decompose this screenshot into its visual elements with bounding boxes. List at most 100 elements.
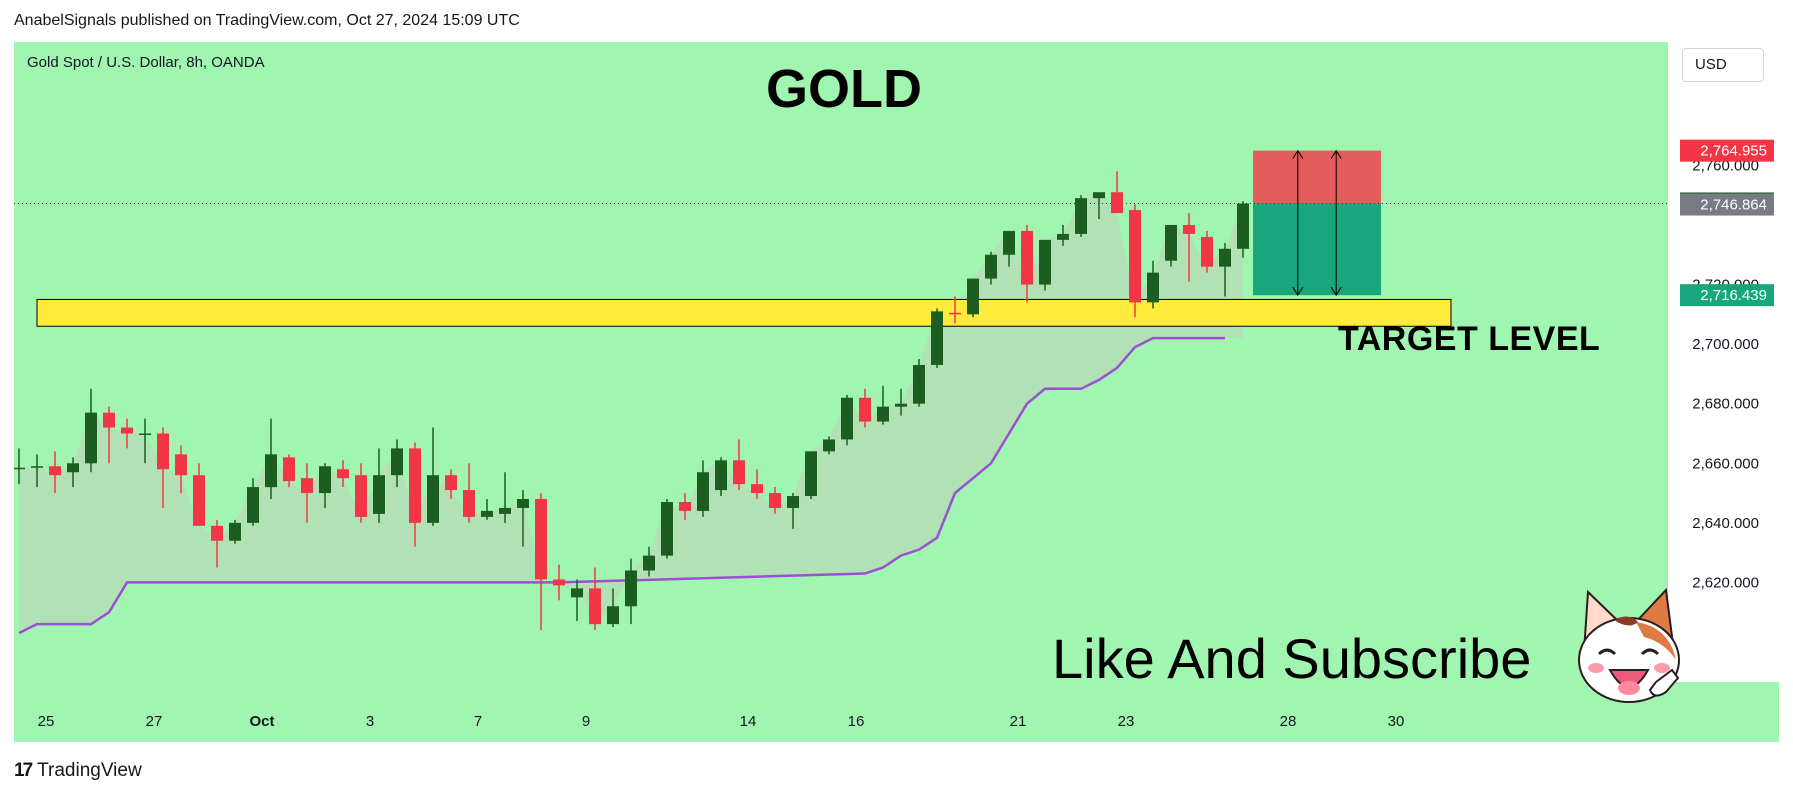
candle-body[interactable] <box>211 525 223 541</box>
candle-body[interactable] <box>859 397 871 422</box>
candle-body[interactable] <box>535 499 547 580</box>
candle-body[interactable] <box>1219 248 1231 267</box>
currency-button[interactable]: USD <box>1682 48 1764 82</box>
price-label: 2,746.864 <box>1700 197 1767 214</box>
candle-body[interactable] <box>301 478 313 494</box>
candle-body[interactable] <box>463 490 475 517</box>
candles-layer[interactable] <box>14 171 1249 631</box>
candle-body[interactable] <box>121 427 133 434</box>
x-tick-label: 9 <box>582 713 590 730</box>
candle-body[interactable] <box>1183 224 1195 234</box>
trailing-stop-layer <box>18 336 1225 635</box>
target-level-annotation: TARGET LEVEL <box>1338 320 1601 358</box>
candle-body[interactable] <box>985 254 997 279</box>
candle-body[interactable] <box>1237 203 1249 249</box>
candle-body[interactable] <box>283 457 295 482</box>
position-arrow-head-down <box>1330 286 1342 297</box>
target-zone <box>36 298 1452 327</box>
x-tick-label: 3 <box>366 713 374 730</box>
candle-body[interactable] <box>967 278 979 315</box>
candle-body[interactable] <box>31 466 43 468</box>
candle-body[interactable] <box>14 467 25 470</box>
candle-body[interactable] <box>481 510 493 517</box>
candle-body[interactable] <box>247 487 259 523</box>
candle-body[interactable] <box>715 460 727 491</box>
candle-body[interactable] <box>319 466 331 494</box>
time-axis-background <box>14 682 1779 742</box>
candle-body[interactable] <box>175 454 187 476</box>
candle-body[interactable] <box>499 507 511 514</box>
candle-body[interactable] <box>589 588 601 625</box>
candle-body[interactable] <box>409 448 421 523</box>
candle-body[interactable] <box>769 493 781 508</box>
candle-body[interactable] <box>1201 236 1213 267</box>
candle-body[interactable] <box>265 454 277 488</box>
candle-body[interactable] <box>1003 230 1015 255</box>
candle-body[interactable] <box>1075 198 1087 234</box>
y-tick-label: 2,620.000 <box>1692 574 1759 591</box>
candle-body[interactable] <box>103 412 115 428</box>
candle-body[interactable] <box>895 403 907 407</box>
candle-body[interactable] <box>355 475 367 517</box>
candle-body[interactable] <box>427 475 439 523</box>
candle-body[interactable] <box>229 522 241 541</box>
cat-sticker-icon <box>1578 587 1680 703</box>
candle-body[interactable] <box>733 460 745 485</box>
price-label-bg <box>1680 284 1774 307</box>
candle-body[interactable] <box>607 606 619 625</box>
position-arrow-head-up <box>1330 149 1342 159</box>
candle-body[interactable] <box>877 406 889 422</box>
candle-body[interactable] <box>337 469 349 479</box>
chart-panel[interactable]: 2,620.000 2,640.000 2,660.000 2,680.000 2,70… <box>14 42 1779 742</box>
candlestick-chart[interactable]: 2,620.000 2,640.000 2,660.000 2,680.000 2,70… <box>14 42 1779 742</box>
candle-body[interactable] <box>1039 239 1051 285</box>
candle-body[interactable] <box>553 579 565 586</box>
candle-body[interactable] <box>49 466 61 476</box>
candle-body[interactable] <box>373 475 385 514</box>
candle-body[interactable] <box>823 439 835 452</box>
candle-body[interactable] <box>157 433 169 470</box>
candle-body[interactable] <box>571 588 583 598</box>
y-tick-label: 2,660.000 <box>1692 455 1759 472</box>
candle-body[interactable] <box>1021 230 1033 285</box>
candle-body[interactable] <box>517 499 529 508</box>
candle-body[interactable] <box>787 496 799 508</box>
x-tick-label: 23 <box>1118 713 1135 730</box>
take-profit-box[interactable] <box>1253 203 1381 296</box>
candle-body[interactable] <box>1057 233 1069 240</box>
candle-body[interactable] <box>193 475 205 526</box>
price-label-bg <box>1680 139 1774 162</box>
candle-body[interactable] <box>697 472 709 511</box>
position-layer[interactable] <box>14 149 1668 297</box>
stop-loss-box[interactable] <box>1253 150 1381 204</box>
candle-body[interactable] <box>391 448 403 476</box>
candle-body[interactable] <box>139 433 151 435</box>
candle-body[interactable] <box>85 412 97 464</box>
candle-body[interactable] <box>931 311 943 365</box>
candle-body[interactable] <box>1147 272 1159 303</box>
candle-body[interactable] <box>913 364 925 404</box>
x-tick-label: 14 <box>740 713 757 730</box>
candle-body[interactable] <box>1093 192 1105 199</box>
candle-body[interactable] <box>679 502 691 511</box>
symbol-title: Gold Spot / U.S. Dollar, 8h, OANDA <box>27 54 265 71</box>
candle-body[interactable] <box>751 484 763 494</box>
x-tick-label: Oct <box>249 713 274 730</box>
candle-body[interactable] <box>1165 224 1177 261</box>
candle-body[interactable] <box>1111 192 1123 214</box>
candle-body[interactable] <box>643 555 655 571</box>
candle-body[interactable] <box>625 570 637 607</box>
candle-body[interactable] <box>949 312 961 315</box>
candle-body[interactable] <box>1129 210 1141 303</box>
trend-cloud <box>19 192 1243 634</box>
tradingview-logo-text: TradingView <box>37 760 142 781</box>
candle-body[interactable] <box>67 463 79 473</box>
candle-body[interactable] <box>445 475 457 491</box>
tradingview-logo[interactable]: 17 TradingView <box>14 760 142 782</box>
candle-body[interactable] <box>841 397 853 440</box>
candle-body[interactable] <box>805 451 817 497</box>
position-arrow-head-down <box>1292 286 1304 297</box>
axis-layer: 2,620.000 2,640.000 2,660.000 2,680.000 2,70… <box>38 139 1774 730</box>
candle-body[interactable] <box>661 502 673 556</box>
plot-background <box>14 42 1668 682</box>
